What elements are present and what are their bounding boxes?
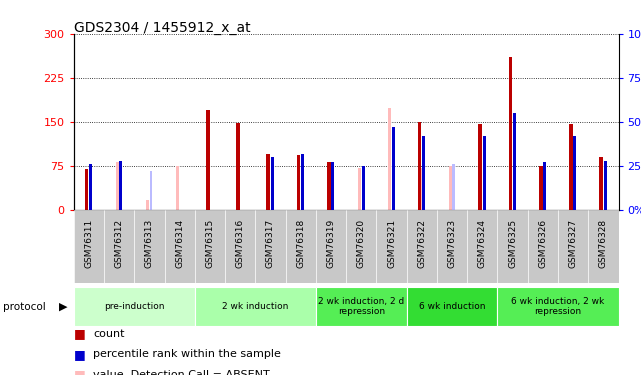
Text: GSM76323: GSM76323: [447, 219, 456, 268]
Text: GSM76318: GSM76318: [296, 219, 305, 268]
Bar: [331, 162, 335, 210]
Bar: [376, 210, 406, 283]
Bar: [316, 287, 406, 326]
Bar: [510, 114, 512, 210]
Bar: [569, 124, 573, 210]
Bar: [453, 164, 454, 210]
Bar: [206, 123, 210, 210]
Text: ■: ■: [74, 348, 85, 361]
Bar: [406, 287, 497, 326]
Bar: [327, 162, 331, 210]
Text: pre-induction: pre-induction: [104, 302, 165, 311]
Bar: [449, 166, 452, 210]
Text: GSM76319: GSM76319: [326, 219, 335, 268]
Text: GSM76320: GSM76320: [357, 219, 366, 268]
Text: GSM76316: GSM76316: [236, 219, 245, 268]
Bar: [237, 169, 240, 210]
Bar: [604, 160, 607, 210]
Bar: [467, 210, 497, 283]
Bar: [406, 210, 437, 283]
Bar: [85, 169, 88, 210]
Bar: [176, 166, 179, 210]
Text: GSM76315: GSM76315: [205, 219, 215, 268]
Bar: [539, 166, 542, 210]
Bar: [195, 287, 316, 326]
Text: 2 wk induction, 2 d
repression: 2 wk induction, 2 d repression: [318, 297, 404, 316]
Bar: [419, 168, 422, 210]
Text: count: count: [93, 329, 124, 339]
Bar: [267, 160, 270, 210]
Bar: [301, 154, 304, 210]
Text: GSM76324: GSM76324: [478, 219, 487, 268]
Bar: [513, 113, 516, 210]
Bar: [146, 200, 149, 210]
Bar: [574, 136, 576, 210]
Bar: [255, 210, 286, 283]
Text: value, Detection Call = ABSENT: value, Detection Call = ABSENT: [93, 370, 270, 375]
Bar: [74, 287, 195, 326]
Bar: [479, 168, 482, 210]
Text: GSM76322: GSM76322: [417, 219, 426, 268]
Bar: [134, 210, 165, 283]
Bar: [392, 127, 395, 210]
Text: ▶: ▶: [59, 302, 67, 312]
Text: GSM76314: GSM76314: [175, 219, 184, 268]
Bar: [149, 171, 152, 210]
Bar: [508, 57, 512, 210]
Bar: [286, 210, 316, 283]
Bar: [116, 162, 119, 210]
Text: GSM76311: GSM76311: [85, 219, 94, 268]
Bar: [388, 108, 391, 210]
Text: ■: ■: [74, 369, 85, 375]
Text: GSM76321: GSM76321: [387, 219, 396, 268]
Bar: [497, 287, 619, 326]
Text: 2 wk induction: 2 wk induction: [222, 302, 288, 311]
Bar: [297, 158, 301, 210]
Bar: [225, 210, 255, 283]
Text: GDS2304 / 1455912_x_at: GDS2304 / 1455912_x_at: [74, 21, 251, 34]
Bar: [418, 122, 421, 210]
Text: percentile rank within the sample: percentile rank within the sample: [93, 350, 281, 359]
Bar: [588, 210, 619, 283]
Bar: [74, 210, 104, 283]
Bar: [89, 164, 92, 210]
Bar: [558, 210, 588, 283]
Text: protocol: protocol: [3, 302, 46, 312]
Bar: [119, 160, 122, 210]
Bar: [497, 210, 528, 283]
Text: GSM76327: GSM76327: [569, 219, 578, 268]
Text: GSM76312: GSM76312: [115, 219, 124, 268]
Bar: [236, 123, 240, 210]
Bar: [206, 110, 210, 210]
Bar: [195, 210, 225, 283]
Bar: [528, 210, 558, 283]
Bar: [599, 157, 603, 210]
Bar: [422, 136, 425, 210]
Text: ■: ■: [74, 327, 85, 340]
Text: GSM76326: GSM76326: [538, 219, 547, 268]
Bar: [297, 155, 301, 210]
Bar: [104, 210, 134, 283]
Bar: [543, 162, 546, 210]
Text: GSM76313: GSM76313: [145, 219, 154, 268]
Bar: [358, 168, 361, 210]
Text: 6 wk induction: 6 wk induction: [419, 302, 485, 311]
Bar: [267, 154, 270, 210]
Bar: [316, 210, 346, 283]
Bar: [271, 157, 274, 210]
Bar: [437, 210, 467, 283]
Bar: [362, 166, 365, 210]
Bar: [483, 136, 486, 210]
Bar: [392, 131, 394, 210]
Text: 6 wk induction, 2 wk
repression: 6 wk induction, 2 wk repression: [512, 297, 604, 316]
Bar: [478, 124, 482, 210]
Text: GSM76328: GSM76328: [599, 219, 608, 268]
Bar: [165, 210, 195, 283]
Text: GSM76317: GSM76317: [266, 219, 275, 268]
Text: GSM76325: GSM76325: [508, 219, 517, 268]
Bar: [346, 210, 376, 283]
